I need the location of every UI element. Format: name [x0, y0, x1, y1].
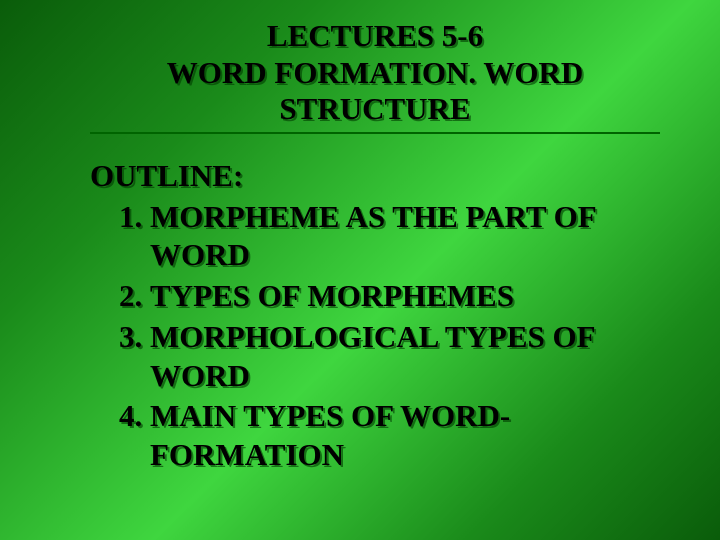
outline-item-text: MORPHEME AS THE PART OF WORD [150, 199, 596, 273]
outline-item: MORPHEME AS THE PART OF WORD [150, 198, 660, 276]
outline-item-text: MORPHOLOGICAL TYPES OF WORD [150, 319, 594, 393]
title-line-2: WORD FORMATION. WORD [90, 55, 660, 92]
outline-item-text: MAIN TYPES OF WORD-FORMATION [150, 398, 510, 472]
title-underline [90, 132, 660, 134]
title-line-3: STRUCTURE [90, 91, 660, 128]
slide-title-block: LECTURES 5-6 WORD FORMATION. WORD STRUCT… [90, 18, 660, 128]
outline-item: TYPES OF MORPHEMES [150, 277, 660, 316]
outline-item-text: TYPES OF MORPHEMES [150, 278, 514, 313]
outline-item: MORPHOLOGICAL TYPES OF WORD [150, 318, 660, 396]
title-line-1: LECTURES 5-6 [90, 18, 660, 55]
slide: LECTURES 5-6 WORD FORMATION. WORD STRUCT… [0, 0, 720, 540]
outline-item: MAIN TYPES OF WORD-FORMATION [150, 397, 660, 475]
outline-list: MORPHEME AS THE PART OF WORD TYPES OF MO… [90, 198, 660, 475]
outline-heading: OUTLINE: [90, 158, 660, 194]
